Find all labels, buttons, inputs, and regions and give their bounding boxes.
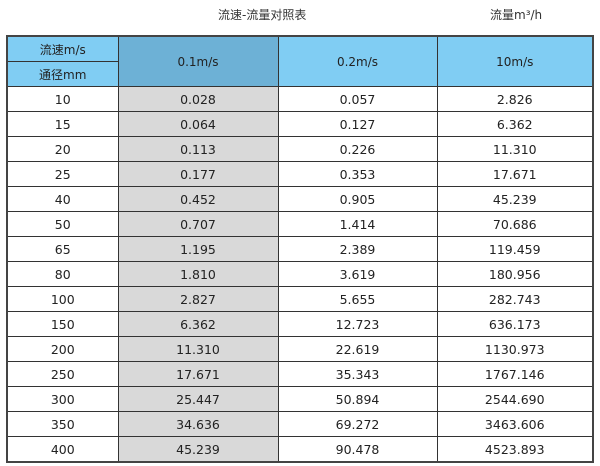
flow-cell: 3463.606 xyxy=(436,411,594,437)
unit-label: 流量m³/h xyxy=(490,8,543,22)
flow-cell: 2544.690 xyxy=(436,386,594,412)
diameter-cell: 20 xyxy=(6,136,119,162)
flow-cell: 4523.893 xyxy=(436,436,594,463)
flow-cell: 11.310 xyxy=(117,336,279,362)
flow-cell: 17.671 xyxy=(117,361,279,387)
flow-cell: 282.743 xyxy=(436,286,594,312)
table-row: 80 1.810 3.619 180.956 xyxy=(6,261,594,287)
flow-cell: 50.894 xyxy=(277,386,438,412)
diameter-cell: 400 xyxy=(6,436,119,463)
flow-cell: 0.452 xyxy=(117,186,279,212)
flow-cell: 636.173 xyxy=(436,311,594,337)
flow-cell: 0.226 xyxy=(277,136,438,162)
table-row: 300 25.447 50.894 2544.690 xyxy=(6,386,594,412)
table-row: 25 0.177 0.353 17.671 xyxy=(6,161,594,187)
flow-cell: 35.343 xyxy=(277,361,438,387)
flow-cell: 1.414 xyxy=(277,211,438,237)
header-row-2: 通径mm xyxy=(6,61,593,87)
flow-cell: 34.636 xyxy=(117,411,279,437)
table-title: 流速-流量对照表 xyxy=(218,8,307,22)
flow-cell: 3.619 xyxy=(277,261,438,287)
table-row: 50 0.707 1.414 70.686 xyxy=(6,211,594,237)
table-row: 100 2.827 5.655 282.743 xyxy=(6,286,594,312)
diameter-header: 通径mm xyxy=(6,61,119,87)
flow-cell: 1767.146 xyxy=(436,361,594,387)
diameter-cell: 65 xyxy=(6,236,119,262)
table-row: 350 34.636 69.272 3463.606 xyxy=(6,411,594,437)
flow-cell: 12.723 xyxy=(277,311,438,337)
flow-cell: 6.362 xyxy=(117,311,279,337)
flow-cell: 1130.973 xyxy=(436,336,594,362)
flow-cell: 0.353 xyxy=(277,161,438,187)
diameter-cell: 250 xyxy=(6,361,119,387)
flow-cell: 90.478 xyxy=(277,436,438,463)
table-row: 400 45.239 90.478 4523.893 xyxy=(6,436,594,463)
flow-cell: 6.362 xyxy=(436,111,594,137)
column-header-10: 10m/s xyxy=(436,35,594,87)
flow-cell: 22.619 xyxy=(277,336,438,362)
flow-cell: 0.057 xyxy=(277,86,438,112)
flow-cell: 0.127 xyxy=(277,111,438,137)
diameter-cell: 80 xyxy=(6,261,119,287)
flow-cell: 17.671 xyxy=(436,161,594,187)
flow-rate-table: 流速m/s 0.1m/s 0.2m/s 10m/s 通径mm 10 0.028 0.… xyxy=(6,35,594,463)
table-row: 65 1.195 2.389 119.459 xyxy=(6,236,594,262)
flow-cell: 1.195 xyxy=(117,236,279,262)
diameter-cell: 150 xyxy=(6,311,119,337)
diameter-cell: 15 xyxy=(6,111,119,137)
column-header-0.2: 0.2m/s xyxy=(277,35,438,87)
table-row: 15 0.064 0.127 6.362 xyxy=(6,111,594,137)
flow-cell: 0.113 xyxy=(117,136,279,162)
flow-cell: 0.064 xyxy=(117,111,279,137)
table-row: 20 0.113 0.226 11.310 xyxy=(6,136,594,162)
flow-cell: 5.655 xyxy=(277,286,438,312)
diameter-cell: 100 xyxy=(6,286,119,312)
flow-cell: 2.827 xyxy=(117,286,279,312)
flow-cell: 2.826 xyxy=(436,86,594,112)
flow-cell: 0.905 xyxy=(277,186,438,212)
table-row: 10 0.028 0.057 2.826 xyxy=(6,86,594,112)
table-row: 150 6.362 12.723 636.173 xyxy=(6,311,594,337)
diameter-cell: 300 xyxy=(6,386,119,412)
flow-cell: 2.389 xyxy=(277,236,438,262)
diameter-cell: 50 xyxy=(6,211,119,237)
table-row: 200 11.310 22.619 1130.973 xyxy=(6,336,594,362)
column-header-0.1: 0.1m/s xyxy=(117,35,279,87)
table-row: 250 17.671 35.343 1767.146 xyxy=(6,361,594,387)
header-row: 流速m/s 0.1m/s 0.2m/s 10m/s xyxy=(6,35,594,87)
flow-cell: 45.239 xyxy=(117,436,279,463)
diameter-cell: 200 xyxy=(6,336,119,362)
diameter-cell: 350 xyxy=(6,411,119,437)
velocity-header: 流速m/s xyxy=(6,35,119,62)
diameter-cell: 10 xyxy=(6,86,119,112)
flow-cell: 25.447 xyxy=(117,386,279,412)
flow-cell: 45.239 xyxy=(436,186,594,212)
flow-cell: 119.459 xyxy=(436,236,594,262)
flow-cell: 180.956 xyxy=(436,261,594,287)
flow-cell: 0.707 xyxy=(117,211,279,237)
table-row: 40 0.452 0.905 45.239 xyxy=(6,186,594,212)
flow-cell: 70.686 xyxy=(436,211,594,237)
flow-cell: 0.177 xyxy=(117,161,279,187)
diameter-cell: 40 xyxy=(6,186,119,212)
diameter-cell: 25 xyxy=(6,161,119,187)
flow-cell: 11.310 xyxy=(436,136,594,162)
flow-cell: 69.272 xyxy=(277,411,438,437)
flow-cell: 0.028 xyxy=(117,86,279,112)
flow-cell: 1.810 xyxy=(117,261,279,287)
